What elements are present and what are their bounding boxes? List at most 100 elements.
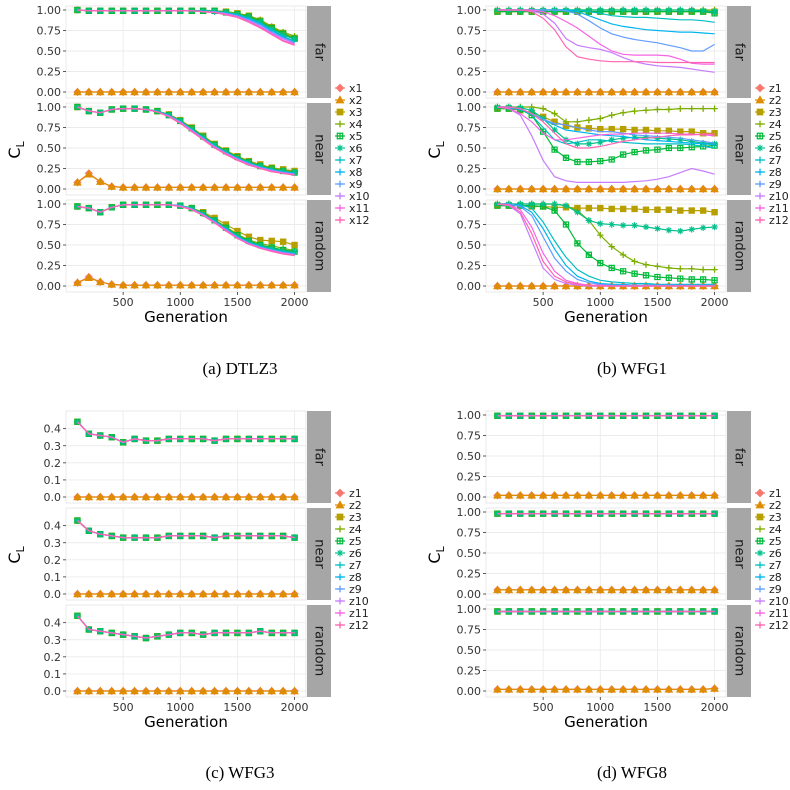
data-point-z2 xyxy=(687,490,697,499)
data-point-x2 xyxy=(118,87,128,96)
data-point-x2 xyxy=(187,87,197,96)
facet-panel-far: 0.00 0.25 0.50 0.75 1.00 far xyxy=(457,409,751,504)
y-tick-label: 0.25 xyxy=(457,568,482,581)
data-point-z4 xyxy=(562,118,570,125)
legend-label-z1: z1 xyxy=(349,487,362,500)
data-point-x2 xyxy=(95,277,105,286)
data-point-x2 xyxy=(118,182,128,191)
data-point-x2 xyxy=(210,87,219,96)
facet-panel-far: 0.00 0.25 0.50 0.75 1.00 far xyxy=(37,4,331,99)
data-point-z2 xyxy=(561,87,571,96)
series-line-z12 xyxy=(497,203,715,287)
data-point-z2 xyxy=(641,87,651,96)
data-point-z2 xyxy=(618,585,628,594)
y-tick-label: 0.50 xyxy=(457,644,482,657)
x-tick-label: 1500 xyxy=(223,701,251,714)
facet-label-random: random xyxy=(312,221,327,271)
y-axis-title: CL xyxy=(425,545,447,563)
y-tick-label: 0.75 xyxy=(37,122,62,135)
panel-background xyxy=(65,5,307,99)
data-point-z4 xyxy=(597,115,604,122)
data-point-z3 xyxy=(597,204,604,212)
data-point-x2 xyxy=(221,280,231,289)
series-line-z12 xyxy=(76,615,295,639)
legend-key-z11 xyxy=(756,204,764,212)
y-axis-title: CL xyxy=(5,545,27,563)
data-point-z2 xyxy=(653,585,662,594)
data-point-z3 xyxy=(688,128,695,135)
facet-strip xyxy=(727,605,751,697)
data-point-z2 xyxy=(527,684,537,693)
data-point-z2 xyxy=(84,686,94,695)
y-tick-label: 0.2 xyxy=(44,554,62,567)
data-point-z5 xyxy=(574,240,581,247)
chart-2: 0.00 0.25 0.50 0.75 1.00 far 0.00 0.25 0.50 0.75 1… xyxy=(425,4,789,378)
data-point-z2 xyxy=(595,490,605,499)
series-line-z11 xyxy=(497,9,715,65)
data-point-z2 xyxy=(630,585,639,594)
y-tick-label: 0.50 xyxy=(457,547,482,560)
data-point-z6 xyxy=(551,200,558,208)
data-point-z5 xyxy=(654,273,661,281)
series-line-z9 xyxy=(497,203,715,286)
legend-label-z12: z12 xyxy=(769,619,789,632)
data-point-z2 xyxy=(675,585,685,594)
data-point-z2 xyxy=(515,281,525,290)
panel-background xyxy=(65,410,307,504)
data-point-z2 xyxy=(527,490,537,499)
y-tick-label: 0.4 xyxy=(44,423,62,436)
data-point-x2 xyxy=(73,87,82,96)
data-point-z2 xyxy=(504,281,514,290)
data-point-x2 xyxy=(84,87,94,96)
facet-panel-far: 0.00 0.25 0.50 0.75 1.00 far xyxy=(457,4,751,99)
data-point-z2 xyxy=(698,585,708,594)
data-point-z5 xyxy=(597,259,604,267)
legend-key-x4 xyxy=(336,120,344,128)
y-tick-label: 0.00 xyxy=(457,491,482,504)
y-tick-label: 0.00 xyxy=(457,685,482,698)
y-tick-label: 0.25 xyxy=(457,260,482,273)
data-point-z2 xyxy=(573,490,582,499)
legend-key-x2 xyxy=(335,95,345,104)
facet-panel-far: 0.0 0.1 0.2 0.3 0.4 far xyxy=(44,410,331,504)
data-point-z4 xyxy=(699,266,707,273)
data-point-z4 xyxy=(711,266,718,273)
x-tick-label: 500 xyxy=(533,701,554,714)
data-point-x6 xyxy=(177,117,184,125)
y-tick-label: 0.00 xyxy=(37,86,62,99)
y-tick-label: 0.25 xyxy=(457,66,482,79)
data-point-z2 xyxy=(584,184,594,193)
x-axis-title: Generation xyxy=(144,713,228,731)
data-point-z4 xyxy=(619,251,627,259)
legend-label-z5: z5 xyxy=(769,535,782,548)
data-point-z2 xyxy=(153,686,162,695)
data-point-x2 xyxy=(278,87,288,96)
data-point-z2 xyxy=(278,492,288,501)
legend-label-x7: x7 xyxy=(349,154,363,167)
data-point-z2 xyxy=(607,184,617,193)
data-point-x2 xyxy=(267,280,277,289)
data-point-z2 xyxy=(527,281,537,290)
legend-key-z10 xyxy=(756,597,764,605)
data-point-z3 xyxy=(631,205,638,213)
data-point-z2 xyxy=(118,492,128,501)
facet-panel-random: 0.00 0.25 0.50 0.75 1.00 random xyxy=(37,198,331,293)
data-point-x2 xyxy=(107,279,117,288)
y-tick-label: 1.00 xyxy=(457,101,482,114)
data-point-z2 xyxy=(618,684,628,693)
data-point-x2 xyxy=(130,280,139,289)
data-point-x6 xyxy=(291,249,298,256)
legend-key-z6 xyxy=(756,549,764,557)
data-point-z2 xyxy=(710,585,719,594)
data-point-z2 xyxy=(550,585,559,594)
panel-background xyxy=(65,102,307,196)
y-tick-label: 1.00 xyxy=(457,198,482,211)
facet-panel-random: 0.0 0.1 0.2 0.3 0.4 random xyxy=(44,604,331,698)
series-line-z12 xyxy=(497,106,715,149)
data-point-z6 xyxy=(642,134,650,141)
data-point-z3 xyxy=(585,204,593,212)
legend-label-z8: z8 xyxy=(349,571,362,584)
series-line-z10 xyxy=(497,106,715,183)
facet-panel-random: 0.00 0.25 0.50 0.75 1.00 random xyxy=(457,603,751,698)
legend-key-x7 xyxy=(336,156,344,164)
